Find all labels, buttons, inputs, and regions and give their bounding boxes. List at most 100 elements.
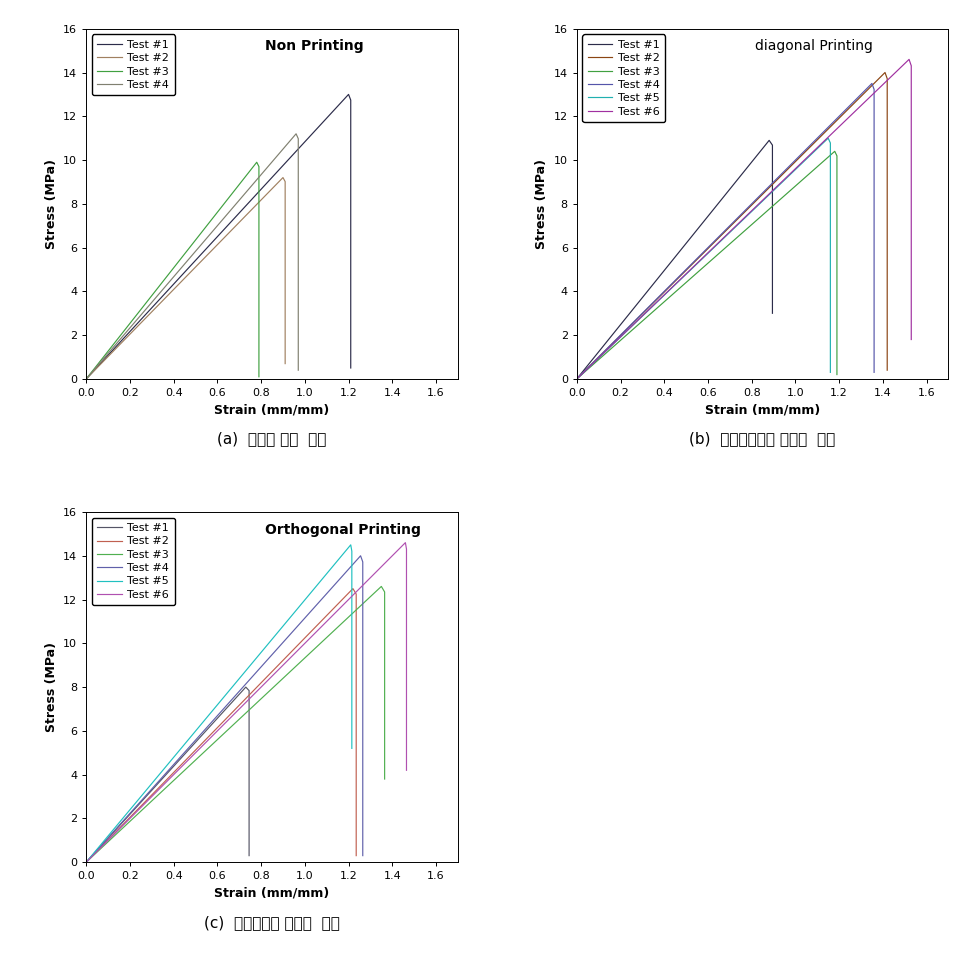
Test #4 xyxy=(125,322,136,333)
Test #1 xyxy=(114,820,125,832)
Test #2 xyxy=(93,843,104,855)
Test #2 xyxy=(347,582,358,594)
Test #2 xyxy=(670,275,681,286)
Test #5 xyxy=(682,267,694,279)
Test #4 xyxy=(301,610,312,622)
Test #4 xyxy=(808,136,819,148)
Test #2 xyxy=(144,308,155,320)
Test #1 xyxy=(196,248,208,260)
Test #6 xyxy=(191,746,202,758)
Line: Test #4: Test #4 xyxy=(86,134,298,379)
Test #2 xyxy=(136,800,148,811)
Test #5 xyxy=(135,790,147,802)
Test #3 xyxy=(625,326,636,337)
Test #2 xyxy=(294,637,306,649)
Test #6 xyxy=(718,232,729,243)
Line: Test #3: Test #3 xyxy=(86,586,384,862)
X-axis label: Strain (mm/mm): Strain (mm/mm) xyxy=(215,403,330,417)
Test #6 xyxy=(147,790,158,802)
Test #4 xyxy=(173,265,185,277)
Test #4 xyxy=(666,279,677,290)
Test #5 xyxy=(166,755,177,766)
Test #1 xyxy=(632,297,644,308)
Test #3 xyxy=(378,773,390,785)
Test #3 xyxy=(135,304,147,315)
Test #1 xyxy=(766,308,778,319)
Test #3 xyxy=(653,300,665,311)
Test #4 xyxy=(632,311,644,323)
Legend: Test #1, Test #2, Test #3, Test #4: Test #1, Test #2, Test #3, Test #4 xyxy=(92,34,174,96)
Test #3 xyxy=(116,328,127,339)
Test #6 xyxy=(905,333,917,345)
Test #4 xyxy=(169,758,180,769)
Test #3 xyxy=(142,799,153,810)
Test #3 xyxy=(660,294,672,306)
Test #4 xyxy=(201,721,213,733)
Test #6 xyxy=(571,374,582,385)
Text: Orthogonal Printing: Orthogonal Printing xyxy=(264,522,421,536)
Test #1 xyxy=(611,324,623,335)
Test #3 xyxy=(156,278,168,289)
Y-axis label: Stress (MPa): Stress (MPa) xyxy=(44,159,57,249)
Test #3 xyxy=(317,635,329,647)
Test #2 xyxy=(351,850,362,861)
Test #6 xyxy=(183,754,194,765)
Test #1 xyxy=(135,314,147,326)
Test #2 xyxy=(635,309,647,321)
Test #6 xyxy=(640,307,651,318)
Test #3 xyxy=(211,735,222,746)
Test #1 xyxy=(291,145,303,156)
Test #5 xyxy=(197,717,209,728)
Test #6 xyxy=(686,262,697,274)
Text: Non Printing: Non Printing xyxy=(264,39,363,54)
Test #5 xyxy=(571,374,582,385)
Test #5 xyxy=(292,602,304,613)
Line: Test #2: Test #2 xyxy=(86,177,285,379)
Test #3 xyxy=(140,298,151,309)
Text: (a)  보강이 안된  시편: (a) 보강이 안된 시편 xyxy=(217,431,327,446)
Test #2 xyxy=(80,374,92,385)
Test #4 xyxy=(868,367,879,378)
Test #4 xyxy=(148,294,159,306)
Test #4 xyxy=(585,359,597,371)
Test #5 xyxy=(658,290,670,302)
Test #3 xyxy=(832,369,843,380)
Line: Test #4: Test #4 xyxy=(577,83,874,379)
Test #5 xyxy=(825,367,836,378)
Test #1 xyxy=(581,362,592,374)
Line: Test #4: Test #4 xyxy=(86,556,363,862)
Test #6 xyxy=(336,600,348,611)
Test #4 xyxy=(175,750,187,762)
X-axis label: Strain (mm/mm): Strain (mm/mm) xyxy=(705,403,820,417)
Text: (b)  대각선패턴의 프린팅  시편: (b) 대각선패턴의 프린팅 시편 xyxy=(690,431,835,446)
Test #3 xyxy=(183,761,194,772)
Test #1 xyxy=(243,850,255,861)
Test #1 xyxy=(764,135,775,147)
Test #6 xyxy=(80,856,92,868)
Test #3 xyxy=(251,156,262,168)
Test #3 xyxy=(376,581,387,592)
Test #4 xyxy=(249,176,261,188)
Test #2 xyxy=(148,304,160,315)
Legend: Test #1, Test #2, Test #3, Test #4, Test #5, Test #6: Test #1, Test #2, Test #3, Test #4, Test… xyxy=(92,517,174,605)
Test #3 xyxy=(583,362,595,374)
Test #5 xyxy=(822,132,833,144)
Test #3 xyxy=(80,374,92,385)
Test #5 xyxy=(93,841,104,853)
Line: Test #2: Test #2 xyxy=(86,588,356,862)
Test #4 xyxy=(153,288,165,300)
Y-axis label: Stress (MPa): Stress (MPa) xyxy=(536,159,548,249)
Test #2 xyxy=(198,736,210,747)
Legend: Test #1, Test #2, Test #3, Test #4, Test #5, Test #6: Test #1, Test #2, Test #3, Test #4, Test… xyxy=(582,34,665,122)
Test #4 xyxy=(94,842,105,854)
Test #3 xyxy=(175,768,187,780)
Test #4 xyxy=(292,364,304,376)
Test #5 xyxy=(773,180,785,192)
Test #2 xyxy=(277,171,288,183)
Test #1 xyxy=(80,856,92,868)
Test #3 xyxy=(95,843,106,855)
Test #2 xyxy=(677,267,689,279)
Test #2 xyxy=(90,364,102,376)
Line: Test #1: Test #1 xyxy=(86,687,249,862)
Test #1 xyxy=(638,290,650,302)
